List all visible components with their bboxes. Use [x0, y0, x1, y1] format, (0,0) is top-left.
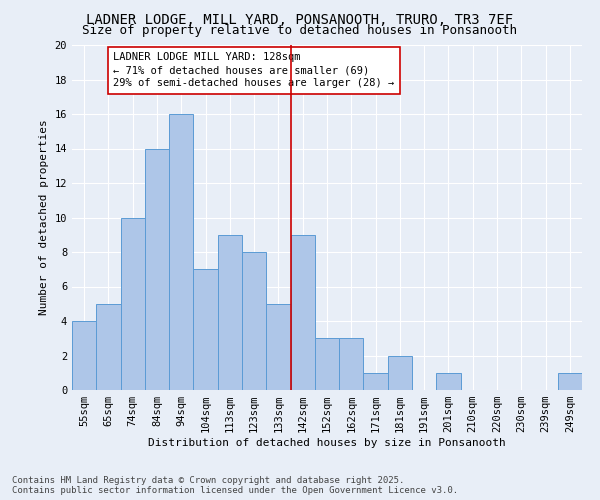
Bar: [315, 338, 339, 390]
Bar: [558, 373, 582, 390]
Bar: [121, 218, 145, 390]
Bar: [242, 252, 266, 390]
Bar: [266, 304, 290, 390]
Text: Contains HM Land Registry data © Crown copyright and database right 2025.
Contai: Contains HM Land Registry data © Crown c…: [12, 476, 458, 495]
Bar: [388, 356, 412, 390]
Bar: [218, 235, 242, 390]
Bar: [96, 304, 121, 390]
Bar: [72, 321, 96, 390]
Bar: [364, 373, 388, 390]
Bar: [145, 148, 169, 390]
Bar: [339, 338, 364, 390]
Y-axis label: Number of detached properties: Number of detached properties: [39, 120, 49, 316]
Bar: [290, 235, 315, 390]
Bar: [193, 269, 218, 390]
Text: LADNER LODGE MILL YARD: 128sqm
← 71% of detached houses are smaller (69)
29% of : LADNER LODGE MILL YARD: 128sqm ← 71% of …: [113, 52, 395, 88]
X-axis label: Distribution of detached houses by size in Ponsanooth: Distribution of detached houses by size …: [148, 438, 506, 448]
Bar: [436, 373, 461, 390]
Bar: [169, 114, 193, 390]
Text: Size of property relative to detached houses in Ponsanooth: Size of property relative to detached ho…: [83, 24, 517, 37]
Text: LADNER LODGE, MILL YARD, PONSANOOTH, TRURO, TR3 7EF: LADNER LODGE, MILL YARD, PONSANOOTH, TRU…: [86, 12, 514, 26]
